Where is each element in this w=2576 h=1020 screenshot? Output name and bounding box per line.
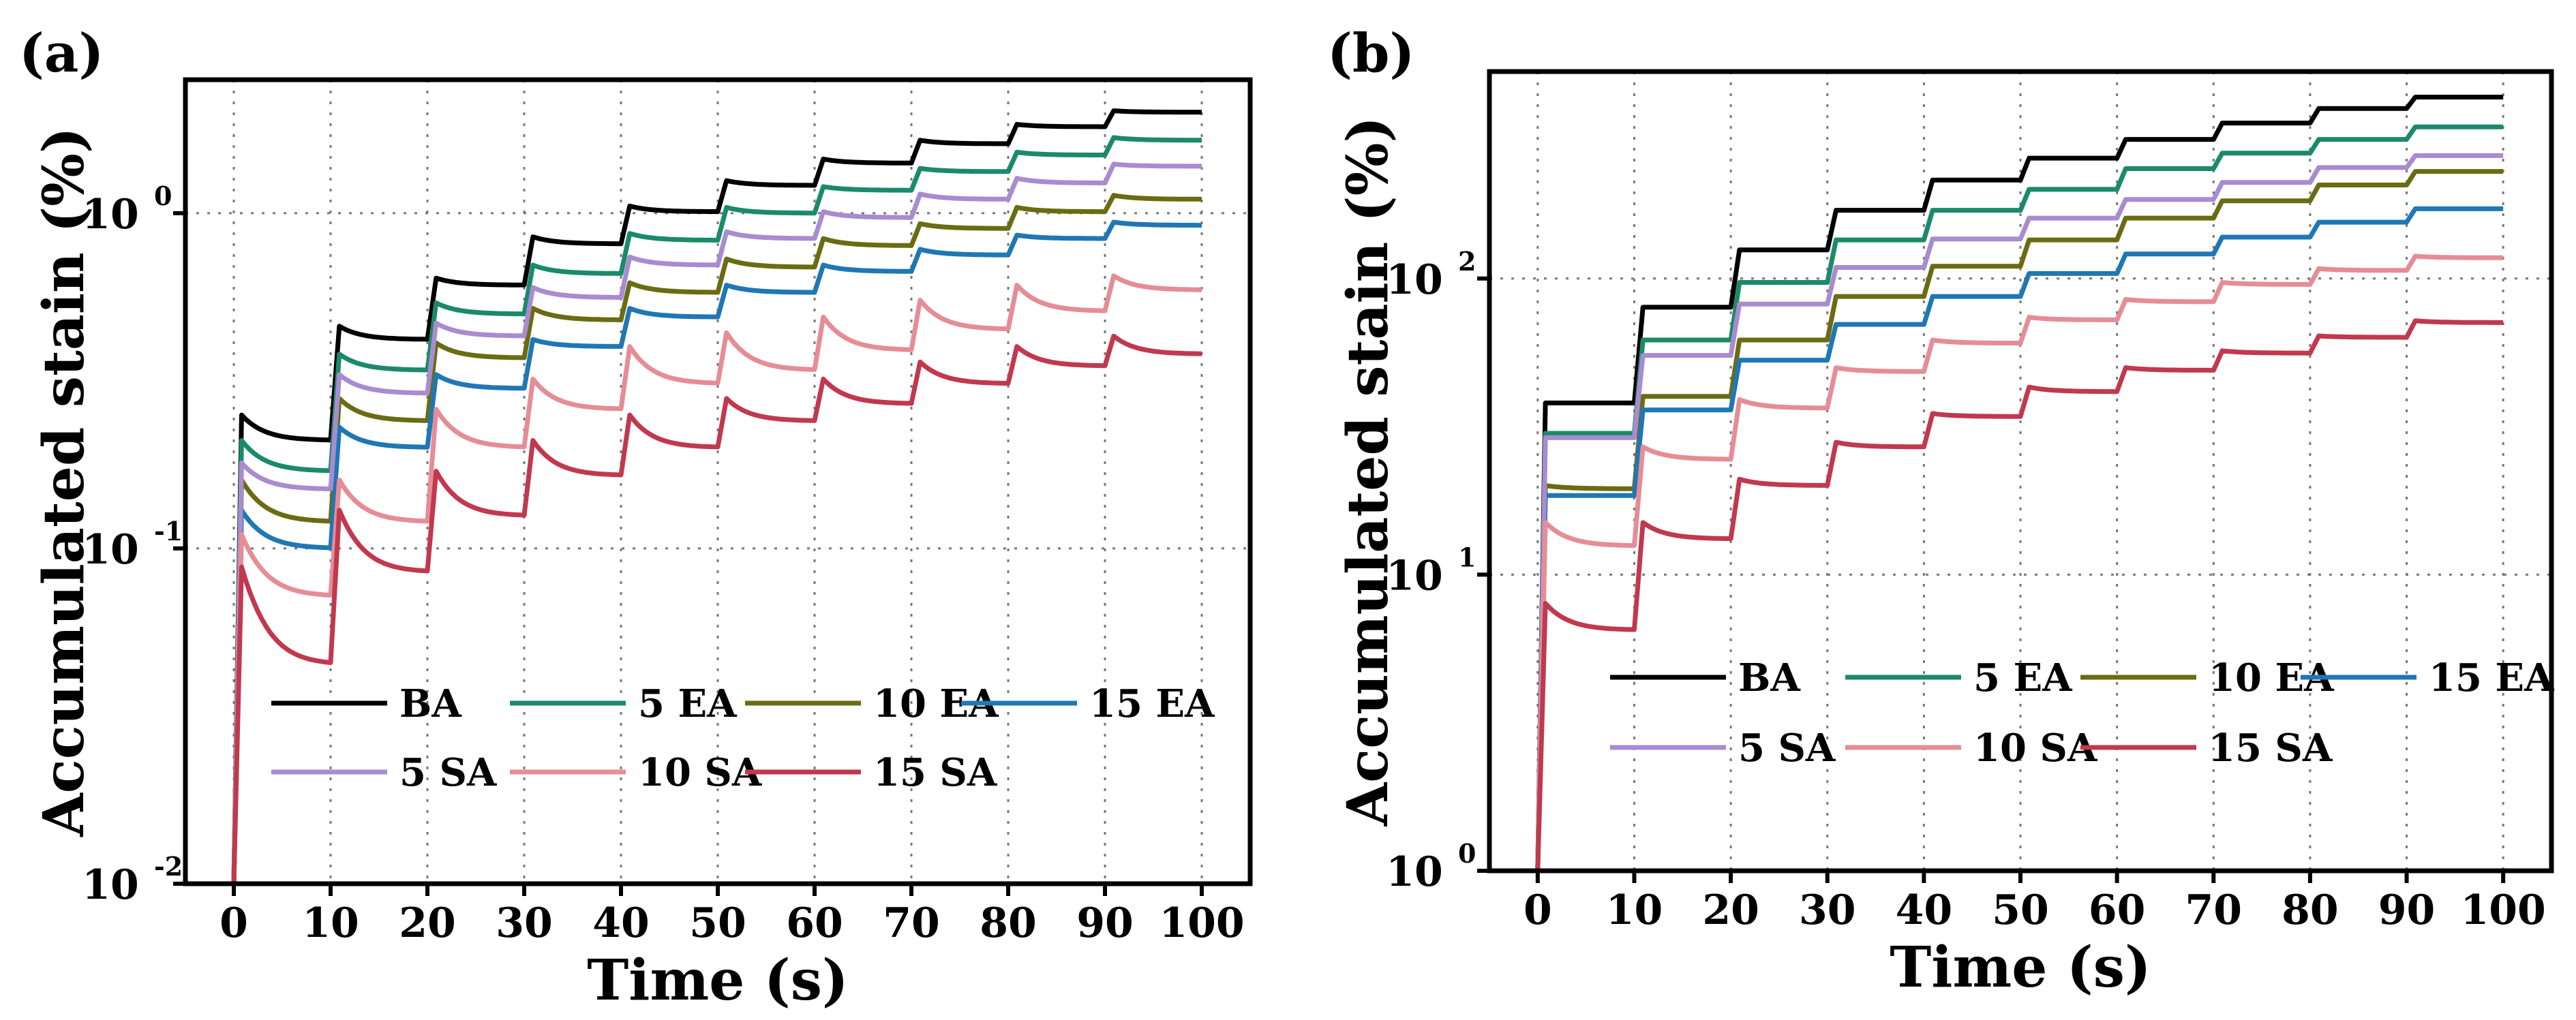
legend-item: 10 SA: [1845, 726, 2098, 771]
legend-label: 5 SA: [1738, 726, 1836, 771]
legend-label: 15 EA: [1089, 681, 1215, 726]
panel-label: (b): [1327, 22, 1414, 84]
series-line-5-sa: [231, 161, 1202, 884]
y-tick-label: 10 2: [1386, 246, 1476, 304]
legend-item: 5 EA: [510, 681, 738, 726]
y-tick-base: 10: [1386, 256, 1443, 304]
x-tick-label: 10: [1606, 886, 1663, 934]
y-tick-label: 10 1: [1386, 542, 1476, 600]
x-tick-label: 90: [1076, 899, 1134, 947]
legend-item: 5 SA: [271, 750, 498, 795]
x-tick-label: 100: [2461, 886, 2546, 934]
y-tick-base: 10: [1386, 848, 1443, 896]
x-axis-title: Time (s): [1890, 935, 2151, 1000]
x-tick-label: 70: [883, 899, 940, 947]
legend-item: BA: [1610, 655, 1801, 700]
x-tick-label: 40: [592, 899, 650, 947]
x-tick-label: 70: [2185, 886, 2243, 934]
y-tick-base: 10: [82, 191, 139, 238]
y-tick-label: 10 0: [82, 181, 172, 238]
x-tick-label: 60: [786, 899, 843, 947]
panel-label: (a): [19, 22, 104, 84]
y-tick-base: 10: [1386, 552, 1443, 600]
legend-label: 5 EA: [1973, 655, 2073, 700]
x-tick-label: 50: [689, 899, 746, 947]
x-tick-label: 20: [1702, 886, 1759, 934]
x-tick-label: 30: [1799, 886, 1856, 934]
y-tick-exponent: -1: [154, 516, 183, 546]
series-line-5-ea: [1535, 124, 2504, 871]
series-line-15-sa: [231, 333, 1202, 884]
series-line-15-ea: [1535, 206, 2504, 871]
legend-item: 5 SA: [1610, 726, 1836, 771]
x-tick-label: 90: [2378, 886, 2436, 934]
legend: BA 5 EA 10 EA 15 EA 5 SA 10 SA 15 SA: [1610, 655, 2555, 771]
legend-label: 15 SA: [2209, 726, 2333, 771]
legend-label: 10 SA: [638, 750, 763, 795]
x-tick-label: 60: [2089, 886, 2146, 934]
y-tick-label: 10 0: [1386, 838, 1476, 896]
y-tick-label: 10 -1: [82, 516, 183, 574]
legend: BA 5 EA 10 EA 15 EA5 SA 10 SA 15 SA: [271, 681, 1215, 795]
legend-item: 15 SA: [745, 750, 998, 795]
x-tick-label: 0: [1524, 886, 1552, 934]
x-tick-label: 20: [399, 899, 456, 947]
y-tick-exponent: 1: [1458, 542, 1476, 572]
legend-label: 5 SA: [399, 750, 498, 795]
legend-item: BA: [271, 681, 462, 726]
legend-label: 15 SA: [873, 750, 998, 795]
x-tick-label: 30: [496, 899, 553, 947]
series-line-15-ea: [231, 219, 1202, 884]
legend-label: 5 EA: [638, 681, 738, 726]
series-line-10-ea: [231, 193, 1202, 884]
legend-label: BA: [399, 681, 462, 726]
x-tick-label: 80: [2282, 886, 2339, 934]
y-tick-exponent: 0: [154, 181, 172, 211]
legend-label: BA: [1738, 655, 1801, 700]
legend-item: 15 EA: [961, 681, 1215, 726]
x-axis-title: Time (s): [587, 948, 848, 1013]
series-line-10-sa: [231, 273, 1202, 884]
legend-item: 10 EA: [2080, 655, 2335, 700]
y-axis-title: Accumulated stain (%): [1335, 117, 1401, 827]
legend-item: 15 SA: [2080, 726, 2333, 771]
x-tick-label: 50: [1992, 886, 2049, 934]
y-tick-exponent: 2: [1458, 246, 1476, 277]
series-line-ba: [231, 108, 1202, 884]
x-tick-label: 100: [1159, 899, 1244, 947]
legend-label: 10 SA: [1973, 726, 2098, 771]
legend-item: 5 EA: [1845, 655, 2073, 700]
legend-item: 10 SA: [510, 750, 763, 795]
y-tick-base: 10: [82, 861, 139, 909]
legend-label: 15 EA: [2429, 655, 2555, 700]
x-tick-label: 40: [1896, 886, 1953, 934]
y-tick-base: 10: [82, 526, 139, 574]
series-line-15-sa: [1535, 318, 2504, 871]
series-line-ba: [1535, 95, 2504, 871]
x-tick-label: 80: [980, 899, 1037, 947]
y-tick-exponent: -2: [154, 851, 183, 882]
series-line-5-ea: [231, 135, 1202, 884]
x-tick-label: 10: [302, 899, 359, 947]
y-tick-exponent: 0: [1458, 838, 1476, 869]
y-tick-label: 10 -2: [82, 851, 183, 909]
series-line-10-sa: [1535, 253, 2504, 871]
series-line-10-ea: [1535, 169, 2504, 871]
series-line-5-sa: [1535, 153, 2504, 871]
legend-item: 15 EA: [2301, 655, 2555, 700]
y-axis-title: Accumulated stain (%): [31, 127, 97, 837]
x-tick-label: 0: [219, 899, 248, 947]
